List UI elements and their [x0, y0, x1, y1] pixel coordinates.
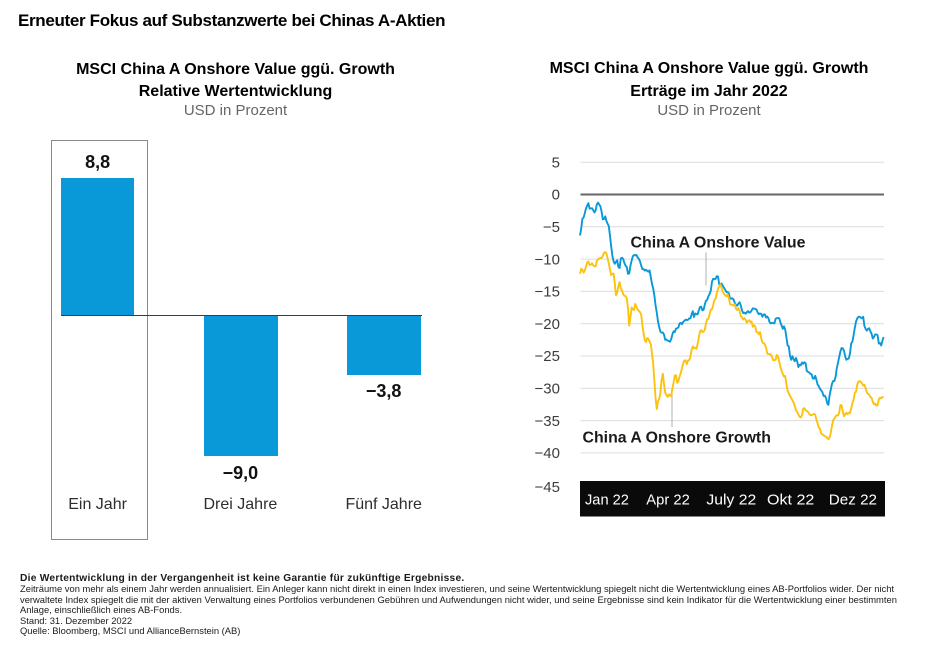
svg-text:−20: −20	[535, 316, 560, 333]
svg-text:−10: −10	[535, 251, 560, 268]
svg-text:Dez 22: Dez 22	[829, 491, 877, 508]
svg-text:−5: −5	[543, 219, 560, 236]
svg-text:−45: −45	[535, 479, 560, 496]
svg-text:July 22: July 22	[706, 491, 756, 508]
svg-text:−30: −30	[535, 381, 560, 398]
svg-text:Apr 22: Apr 22	[646, 491, 690, 508]
svg-text:−15: −15	[535, 284, 560, 301]
svg-text:5: 5	[552, 154, 560, 171]
svg-text:China A Onshore Growth: China A Onshore Growth	[583, 430, 771, 447]
svg-text:−35: −35	[535, 413, 560, 430]
svg-text:−40: −40	[535, 445, 560, 462]
svg-text:Jan 22: Jan 22	[585, 491, 629, 508]
svg-text:0: 0	[552, 187, 560, 204]
svg-text:Okt 22: Okt 22	[767, 491, 814, 508]
svg-text:China A Onshore Value: China A Onshore Value	[631, 235, 806, 252]
svg-text:−25: −25	[535, 348, 560, 365]
